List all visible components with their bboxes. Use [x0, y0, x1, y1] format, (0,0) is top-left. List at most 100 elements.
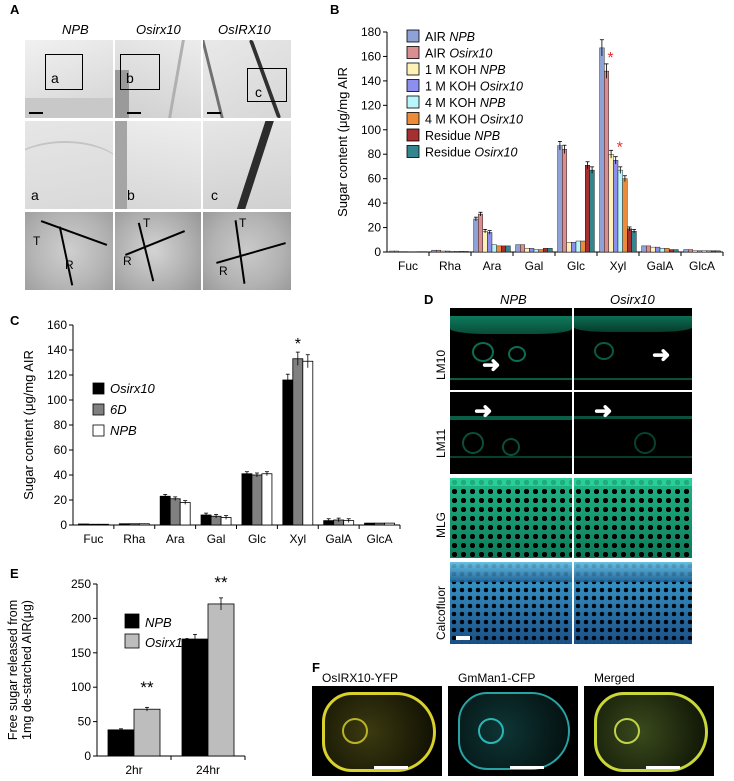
- bar: [374, 522, 385, 526]
- bar: [683, 249, 689, 253]
- bar: [715, 250, 721, 253]
- panel-c-letter: C: [10, 313, 20, 328]
- significance-marker: *: [295, 336, 301, 353]
- legend-label-italic: NPB: [480, 63, 506, 77]
- panel-d-row-label-mlg: MLG: [434, 512, 448, 538]
- bar: [241, 473, 253, 526]
- significance-marker: **: [140, 678, 154, 697]
- bar: [692, 250, 698, 253]
- bar: [557, 145, 563, 253]
- legend-swatch: [406, 95, 420, 109]
- legend-label-text: 1 M KOH: [425, 63, 480, 77]
- y-tick-label: 60: [368, 172, 382, 186]
- x-category-label: Rha: [439, 259, 461, 273]
- chart-c-sugar-lines: 0 20 40 60 80 100 120 140 160 Sugar content (μg/m…: [21, 318, 401, 546]
- legend-label-text: 1 M KOH: [425, 80, 480, 94]
- legend-swatch: [406, 145, 420, 158]
- legend-label: AIR Osirx10: [425, 47, 492, 61]
- legend-label-italic: Osirx10: [480, 113, 523, 127]
- legend-swatch: [92, 424, 105, 437]
- micrograph-d-mlg-npb: [450, 478, 572, 558]
- bar: [627, 228, 633, 253]
- y-axis-label-line: Free sugar released from: [6, 600, 20, 740]
- panel-d-col-npb: NPB: [500, 292, 527, 307]
- micrograph-d-lm11-npb: ➜: [450, 392, 572, 474]
- significance-marker: *: [607, 50, 613, 67]
- legend-swatch: [406, 128, 420, 142]
- panel-d-row-label-lm10: LM10: [434, 350, 448, 380]
- legend-label-italic: Osirx10: [449, 47, 492, 61]
- y-tick-label: 150: [71, 646, 91, 660]
- legend-label-text: Osirx10: [110, 381, 156, 396]
- y-tick-label: 160: [361, 49, 381, 63]
- bar: [251, 474, 263, 526]
- bar: [561, 149, 567, 253]
- bar: [458, 251, 464, 253]
- panel-d-letter: D: [424, 292, 434, 307]
- legend-label: 1 M KOH NPB: [425, 63, 506, 77]
- x-category-label: Glc: [248, 532, 266, 546]
- row-label-lm10: LM10: [434, 349, 448, 380]
- bar: [463, 251, 469, 253]
- bar: [487, 232, 493, 253]
- y-tick-label: 140: [361, 74, 381, 88]
- bar: [575, 240, 581, 253]
- legend-label: AIR NPB: [425, 30, 475, 44]
- micrograph-d-calcofluor-osirx10: [574, 562, 692, 644]
- tissue-label-r: R: [123, 254, 132, 268]
- legend-label-text: Residue: [425, 129, 474, 143]
- x-category-label: GlcA: [689, 259, 715, 273]
- bar: [589, 169, 595, 253]
- bar: [477, 213, 483, 253]
- bar: [566, 242, 572, 253]
- x-category-label: Fuc: [83, 532, 103, 546]
- panel-d-row-label-calcofluor: Calcofluor: [434, 586, 448, 640]
- bar: [393, 250, 399, 253]
- bar: [384, 522, 395, 526]
- x-category-label: Xyl: [610, 259, 627, 273]
- y-tick-label: 120: [47, 368, 67, 382]
- tissue-label-r: R: [219, 264, 228, 278]
- micrograph-a-osirx10-overview: b: [115, 40, 201, 118]
- legend-label: Residue Osirx10: [425, 146, 517, 160]
- legend-swatch: [406, 29, 420, 43]
- legend-label: NPB: [145, 615, 172, 630]
- legend-label: 4 M KOH NPB: [425, 96, 506, 110]
- x-category-label: Ara: [166, 532, 185, 546]
- legend-label-text: NPB: [110, 423, 137, 438]
- y-tick-label: 250: [71, 577, 91, 591]
- bar: [604, 70, 610, 253]
- legend-label-italic: Osirx10: [474, 146, 517, 160]
- x-category-label: Gal: [525, 259, 544, 273]
- y-axis-label: Sugar content (μg/mg AIR: [335, 67, 350, 217]
- y-tick-label: 200: [71, 611, 91, 625]
- bar: [613, 160, 619, 253]
- y-tick-label: 100: [361, 123, 381, 137]
- bar: [261, 473, 273, 526]
- legend-label-text: Residue: [425, 146, 474, 160]
- bar: [533, 249, 539, 253]
- bar: [519, 244, 525, 253]
- bar: [473, 218, 479, 253]
- bar: [128, 523, 140, 526]
- bar: [440, 250, 446, 253]
- inset-label-a: a: [51, 70, 59, 86]
- bar: [688, 249, 694, 253]
- x-category-label: Gal: [207, 532, 226, 546]
- arrow-icon: ➜: [482, 352, 501, 377]
- bar: [500, 245, 506, 253]
- x-category-label: Glc: [567, 259, 585, 273]
- bar: [431, 249, 437, 253]
- bar: [133, 708, 161, 757]
- bar: [107, 729, 135, 757]
- bar: [706, 250, 712, 253]
- legend-label: 4 M KOH Osirx10: [425, 113, 523, 127]
- bar: [542, 248, 548, 253]
- panel-e-letter: E: [10, 566, 19, 581]
- arrow-icon: ➜: [652, 342, 671, 367]
- legend-label: Osirx10: [145, 635, 191, 650]
- legend-label-text: NPB: [145, 615, 172, 630]
- micrograph-a-inset-a: a: [25, 121, 113, 209]
- panel-f-channel-cfp: GmMan1-CFP: [458, 671, 536, 685]
- x-category-label: Rha: [123, 532, 145, 546]
